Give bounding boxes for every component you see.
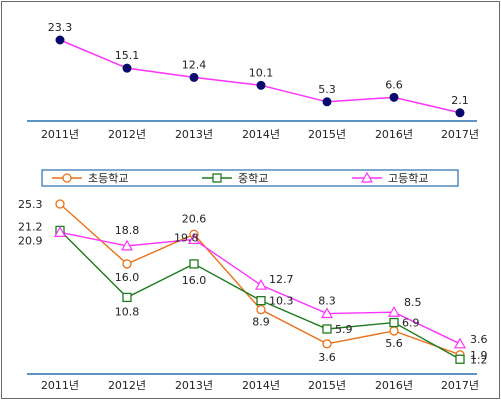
data-label: 20.6	[182, 212, 207, 225]
data-point	[254, 278, 268, 290]
data-point	[453, 337, 467, 349]
data-label: 10.3	[269, 295, 294, 308]
data-point	[120, 239, 134, 251]
x-tick-label: 2017년	[441, 128, 479, 141]
data-label: 8.5	[404, 296, 422, 309]
x-tick-label: 2015년	[308, 128, 346, 141]
data-label: 8.3	[318, 295, 336, 308]
x-tick-label: 2017년	[441, 379, 479, 392]
data-point	[256, 295, 266, 306]
data-label: 25.3	[18, 198, 43, 211]
x-tick-label: 2013년	[175, 379, 213, 392]
data-point	[455, 354, 465, 364]
legend-marker	[212, 173, 222, 183]
data-label: 16.0	[115, 271, 140, 284]
data-label: 1.2	[470, 353, 488, 366]
data-point	[55, 199, 65, 209]
data-point	[189, 72, 199, 82]
x-tick-label: 2014년	[242, 128, 280, 141]
x-tick-label: 2016년	[375, 128, 413, 141]
x-tick-label: 2014년	[242, 379, 280, 392]
legend-label: 중학교	[238, 172, 268, 185]
data-point	[387, 306, 401, 317]
data-point	[122, 259, 132, 269]
data-point	[256, 305, 266, 315]
data-point	[122, 292, 132, 303]
data-point	[389, 317, 399, 328]
data-label: 5.9	[335, 323, 353, 336]
data-label: 12.7	[269, 273, 294, 286]
data-point	[189, 259, 199, 269]
data-label: 19.8	[174, 231, 199, 244]
data-label: 21.2	[18, 220, 43, 233]
data-label: 6.9	[402, 317, 420, 330]
data-point	[53, 226, 67, 237]
legend-label: 고등학교	[388, 172, 428, 185]
legend-box	[41, 169, 459, 187]
x-tick-label: 2015년	[308, 379, 346, 392]
data-point	[322, 324, 332, 334]
data-point	[187, 233, 201, 245]
x-tick-label: 2012년	[108, 379, 146, 392]
data-label: 3.6	[318, 351, 336, 364]
legend-marker	[62, 173, 72, 183]
data-label: 12.4	[182, 58, 207, 71]
data-label: 8.9	[252, 316, 270, 329]
data-point	[389, 92, 399, 102]
data-label: 10.1	[249, 66, 274, 79]
legend-marker	[360, 171, 374, 183]
data-point	[389, 326, 399, 336]
x-tick-label: 2012년	[108, 128, 146, 141]
data-point	[122, 63, 132, 73]
data-point	[322, 97, 332, 107]
x-tick-label: 2016년	[375, 379, 413, 392]
x-tick-label: 2011년	[41, 379, 79, 392]
data-label: 18.8	[115, 224, 140, 237]
legend-label: 초등학교	[88, 172, 128, 185]
data-label: 15.1	[115, 49, 140, 62]
data-label: 3.6	[470, 333, 488, 346]
data-point	[455, 108, 465, 118]
data-label: 23.3	[48, 21, 73, 34]
data-label: 16.0	[182, 274, 207, 287]
data-label: 5.6	[385, 337, 403, 350]
x-tick-label: 2011년	[41, 128, 79, 141]
data-label: 2.1	[451, 94, 469, 107]
data-label: 5.3	[318, 83, 336, 96]
data-point	[55, 35, 65, 45]
data-point	[320, 307, 334, 319]
data-label: 1.9	[470, 349, 488, 362]
data-point	[322, 339, 332, 349]
data-label: 10.8	[115, 305, 140, 318]
data-point	[256, 80, 266, 90]
data-label: 6.6	[385, 78, 403, 91]
x-tick-label: 2013년	[175, 128, 213, 141]
data-label: 20.9	[18, 234, 43, 247]
